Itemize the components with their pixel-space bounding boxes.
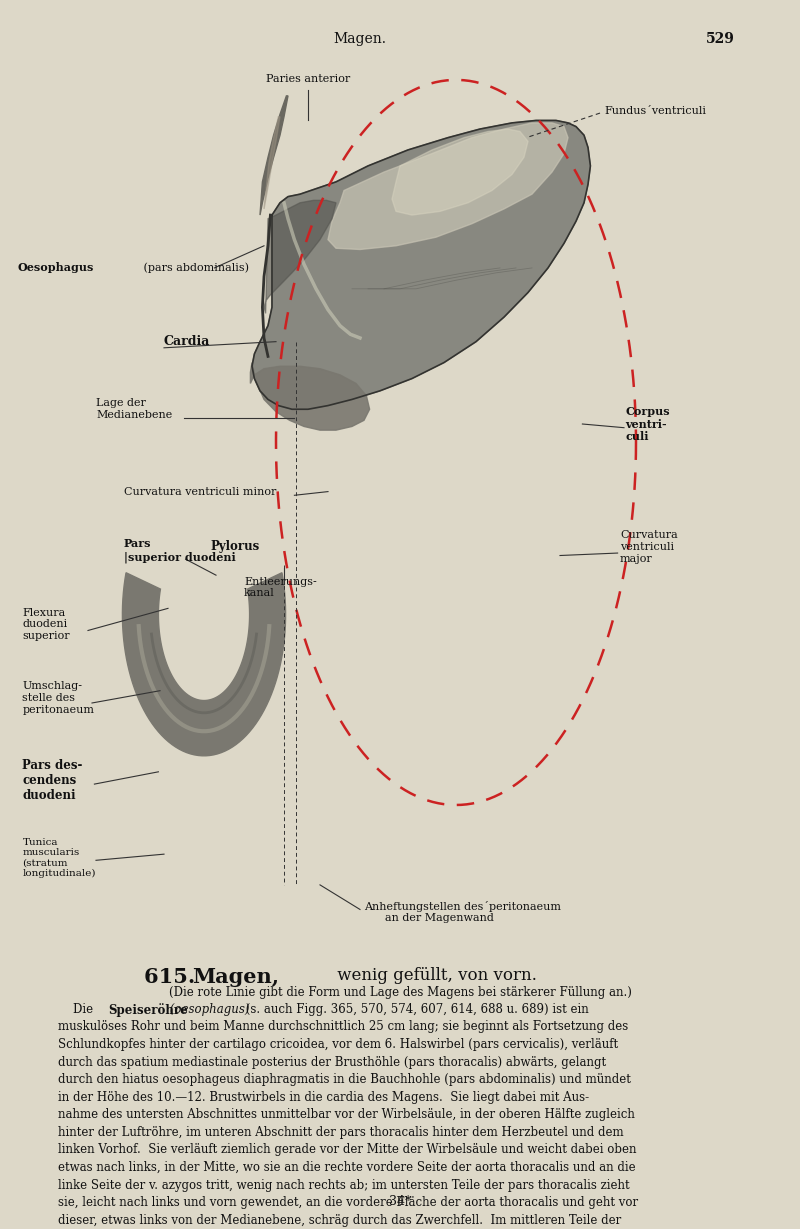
Text: Curvatura
ventriculi
major: Curvatura ventriculi major [620, 530, 678, 564]
Text: (oesophagus): (oesophagus) [166, 1003, 250, 1016]
Polygon shape [252, 120, 590, 409]
Text: (Die rote Linie gibt die Form und Lage des Magens bei stärkerer Füllung an.): (Die rote Linie gibt die Form und Lage d… [169, 986, 631, 999]
Text: Pylorus: Pylorus [210, 541, 260, 553]
Text: etwas nach links, in der Mitte, wo sie an die rechte vordere Seite der aorta tho: etwas nach links, in der Mitte, wo sie a… [58, 1161, 636, 1174]
Text: nahme des untersten Abschnittes unmittelbar vor der Wirbelsäule, in der oberen H: nahme des untersten Abschnittes unmittel… [58, 1109, 635, 1121]
Text: Schlundkopfes hinter der cartilago cricoidea, vor dem 6. Halswirbel (pars cervic: Schlundkopfes hinter der cartilago crico… [58, 1039, 618, 1051]
Text: 615.: 615. [144, 967, 202, 987]
Text: Corpus
ventri-
culi: Corpus ventri- culi [626, 406, 670, 442]
Text: Magen.: Magen. [334, 32, 386, 47]
Text: in der Höhe des 10.—12. Brustwirbels in die cardia des Magens.  Sie liegt dabei : in der Höhe des 10.—12. Brustwirbels in … [58, 1091, 590, 1104]
Polygon shape [250, 363, 370, 430]
Polygon shape [328, 123, 568, 249]
Text: Pars
|superior duodeni: Pars |superior duodeni [124, 538, 236, 563]
Text: Speiseröhre: Speiseröhre [108, 1003, 188, 1016]
Text: 529: 529 [706, 32, 734, 47]
Polygon shape [260, 96, 288, 215]
Text: Curvatura ventriculi minor: Curvatura ventriculi minor [124, 487, 276, 497]
Text: (s. auch Figg. 365, 570, 574, 607, 614, 688 u. 689) ist ein: (s. auch Figg. 365, 570, 574, 607, 614, … [242, 1003, 589, 1016]
Text: Flexura
duodeni
superior: Flexura duodeni superior [22, 607, 70, 642]
Text: Magen,: Magen, [192, 967, 279, 987]
Text: Pars des-
cendens
duodeni: Pars des- cendens duodeni [22, 760, 82, 801]
Text: durch den hiatus oesophageus diaphragmatis in die Bauchhohle (pars abdominalis) : durch den hiatus oesophageus diaphragmat… [58, 1073, 631, 1086]
Text: hinter der Luftröhre, im unteren Abschnitt der pars thoracalis hinter dem Herzbe: hinter der Luftröhre, im unteren Abschni… [58, 1126, 624, 1139]
Polygon shape [392, 129, 528, 215]
Text: Fundus´ventriculi: Fundus´ventriculi [604, 106, 706, 116]
Text: Cardia: Cardia [164, 336, 210, 348]
Text: Lage der
Medianebene: Lage der Medianebene [96, 398, 172, 420]
Text: Paries anterior: Paries anterior [266, 74, 350, 84]
Polygon shape [264, 200, 336, 313]
Text: sie, leicht nach links und vorn gewendet, an die vordere Fläche der aorta thorac: sie, leicht nach links und vorn gewendet… [58, 1196, 638, 1209]
Text: wenig gefüllt, von vorn.: wenig gefüllt, von vorn. [332, 967, 537, 984]
Text: 34*: 34* [389, 1196, 411, 1208]
Polygon shape [122, 573, 286, 756]
Text: Die: Die [58, 1003, 98, 1016]
Text: muskulöses Rohr und beim Manne durchschnittlich 25 cm lang; sie beginnt als Fort: muskulöses Rohr und beim Manne durchschn… [58, 1020, 629, 1034]
Text: dieser, etwas links von der Medianebene, schräg durch das Zwerchfell.  Im mittle: dieser, etwas links von der Medianebene,… [58, 1214, 622, 1227]
Text: Anheftungstellen des´peritonaeum
      an der Magenwand: Anheftungstellen des´peritonaeum an der … [364, 901, 561, 923]
Text: Umschlag-
stelle des
peritonaeum: Umschlag- stelle des peritonaeum [22, 681, 94, 715]
Text: durch das spatium mediastinale posterius der Brusthöhle (pars thoracalis) abwärt: durch das spatium mediastinale posterius… [58, 1056, 606, 1068]
Polygon shape [264, 117, 280, 209]
Text: Entleerungs-
kanal: Entleerungs- kanal [244, 576, 317, 599]
Text: (pars abdominalis): (pars abdominalis) [140, 263, 249, 273]
Text: linke Seite der v. azygos tritt, wenig nach rechts ab; im untersten Teile der pa: linke Seite der v. azygos tritt, wenig n… [58, 1179, 630, 1192]
Text: Tunica
muscularis
(stratum
longitudinale): Tunica muscularis (stratum longitudinale… [22, 838, 96, 878]
Text: Oesophagus: Oesophagus [18, 263, 94, 273]
Text: linken Vorhof.  Sie verläuft ziemlich gerade vor der Mitte der Wirbelsäule und w: linken Vorhof. Sie verläuft ziemlich ger… [58, 1143, 637, 1156]
